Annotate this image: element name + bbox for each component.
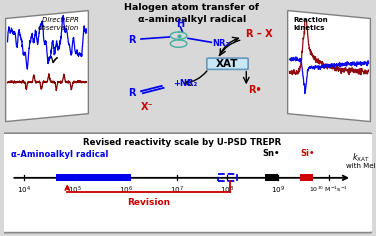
Bar	[56, 174, 131, 181]
Text: $k_{\mathrm{XAT}}$: $k_{\mathrm{XAT}}$	[352, 151, 370, 164]
Text: H: H	[176, 19, 185, 29]
Text: XAT: XAT	[216, 59, 239, 69]
Polygon shape	[6, 11, 88, 122]
FancyBboxPatch shape	[207, 58, 248, 69]
FancyBboxPatch shape	[0, 133, 373, 233]
Text: 10$^5$: 10$^5$	[68, 184, 82, 196]
Text: NR₂: NR₂	[212, 39, 230, 48]
Text: R – X: R – X	[246, 29, 273, 39]
Text: α-aminoalkyl radical: α-aminoalkyl radical	[138, 15, 246, 24]
Text: X⁻: X⁻	[140, 102, 153, 112]
Text: 10$^9$: 10$^9$	[271, 184, 285, 196]
Text: Revised reactivity scale by U-PSD TREPR: Revised reactivity scale by U-PSD TREPR	[82, 138, 281, 147]
Text: 10$^{10}$ M$^{-1}$s$^{-1}$: 10$^{10}$ M$^{-1}$s$^{-1}$	[309, 184, 349, 194]
Text: Revision: Revision	[127, 198, 170, 207]
Text: Direct EPR
observation: Direct EPR observation	[38, 17, 79, 31]
Bar	[265, 174, 278, 181]
Text: 10$^6$: 10$^6$	[119, 184, 133, 196]
Polygon shape	[288, 11, 370, 122]
Text: R: R	[128, 88, 135, 97]
Text: Reaction
kinetics: Reaction kinetics	[293, 17, 328, 31]
Text: 10$^8$: 10$^8$	[220, 184, 235, 196]
Text: +NR₂: +NR₂	[173, 79, 197, 88]
Text: 10$^4$: 10$^4$	[17, 184, 31, 196]
Text: α-Aminoalkyl radical: α-Aminoalkyl radical	[11, 150, 109, 159]
Text: Halogen atom transfer of: Halogen atom transfer of	[124, 3, 259, 12]
Bar	[218, 174, 237, 181]
Bar	[300, 174, 313, 181]
Text: R: R	[128, 35, 135, 45]
Text: 10$^7$: 10$^7$	[170, 184, 183, 196]
Text: with MeI: with MeI	[346, 163, 375, 169]
Text: Sn•: Sn•	[263, 149, 280, 158]
Text: Si•: Si•	[300, 149, 314, 158]
Text: R•: R•	[248, 85, 262, 95]
